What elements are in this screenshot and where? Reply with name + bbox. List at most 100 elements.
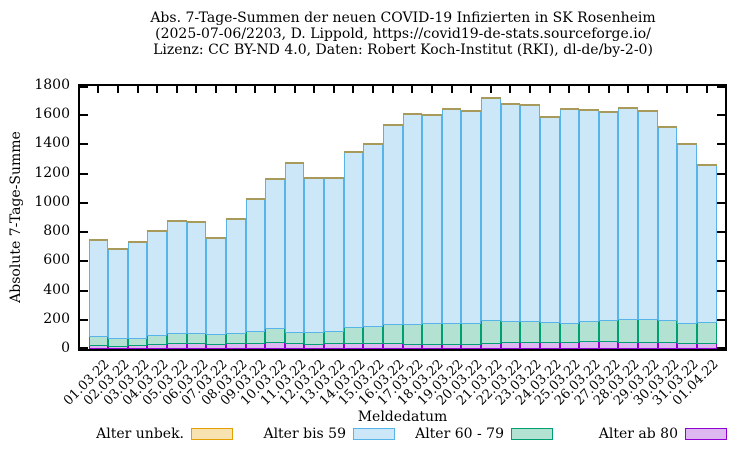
legend-label: Alter 60 - 79 — [415, 425, 504, 442]
bar-segment — [382, 323, 403, 345]
chart-title-line1: Abs. 7-Tage-Summen der neuen COVID-19 In… — [150, 10, 656, 26]
unbek-zero-top-edge — [147, 230, 167, 233]
plot-inner — [80, 86, 725, 349]
x-tick-mark — [470, 86, 473, 93]
y-tick-mark — [80, 172, 88, 175]
unbek-zero-top-edge — [441, 108, 462, 111]
y-tick-mark — [717, 260, 725, 263]
y-tick-mark — [717, 86, 725, 88]
y-tick-mark — [80, 289, 88, 292]
x-tick-mark — [116, 86, 119, 93]
bar-segment — [304, 331, 324, 345]
unbek-zero-top-edge — [88, 239, 109, 242]
stacked-bar — [657, 86, 678, 349]
y-tick-label: 1400 — [34, 135, 70, 152]
unbek-zero-top-edge — [598, 111, 619, 114]
bar-segment — [382, 124, 403, 325]
bar-segment — [343, 151, 364, 329]
bar-segment — [481, 319, 501, 344]
y-tick-mark — [717, 318, 725, 321]
x-tick-mark — [450, 86, 453, 93]
unbek-zero-top-edge — [108, 247, 128, 250]
y-tick-label: 1600 — [34, 106, 70, 123]
plot-area — [78, 84, 727, 351]
stacked-bar — [618, 86, 638, 349]
unbek-zero-top-edge — [402, 112, 423, 115]
bar-segment — [461, 110, 481, 324]
unbek-zero-top-edge — [677, 143, 697, 146]
bar-segment — [167, 221, 187, 334]
x-tick-mark — [646, 86, 649, 93]
unbek-zero-top-edge — [520, 104, 540, 106]
unbek-zero-top-edge — [422, 114, 442, 117]
x-tick-mark — [136, 86, 139, 93]
unbek-zero-top-edge — [324, 177, 344, 180]
y-tick-label: 0 — [61, 340, 70, 356]
bar-segment — [402, 323, 423, 346]
stacked-bar — [206, 86, 226, 349]
bar-segment — [696, 164, 717, 323]
unbek-zero-top-edge — [284, 162, 305, 165]
stacked-bar — [422, 86, 442, 349]
y-tick-label: 200 — [43, 310, 70, 327]
unbek-zero-top-edge — [461, 109, 481, 112]
x-tick-mark — [372, 86, 375, 93]
bar-segment — [657, 319, 678, 344]
bar-segment — [696, 321, 717, 344]
x-tick-mark — [313, 86, 316, 93]
bar-segment — [147, 231, 167, 336]
unbek-zero-top-edge — [500, 102, 521, 105]
stacked-bar — [696, 86, 717, 349]
unbek-zero-top-edge — [579, 109, 599, 112]
bar-segment — [618, 318, 638, 343]
stacked-bar — [363, 86, 383, 349]
stacked-bar — [441, 86, 462, 349]
bar-segment — [363, 144, 383, 328]
x-tick-mark — [293, 86, 296, 93]
y-tick-mark — [80, 86, 88, 88]
y-tick-mark — [80, 318, 88, 321]
x-tick-mark — [352, 86, 355, 93]
bar-segment — [441, 322, 462, 345]
chart-title-line2: (2025-07-06/2203, D. Lippold, https://co… — [155, 26, 651, 42]
stacked-bar — [265, 86, 285, 349]
bar-segment — [324, 178, 344, 332]
stacked-bar — [147, 86, 167, 349]
x-tick-mark — [156, 86, 159, 93]
stacked-bar — [108, 86, 128, 349]
bar-segment — [206, 237, 226, 336]
unbek-zero-top-edge — [618, 106, 638, 109]
y-tick-mark — [80, 347, 88, 349]
stacked-bar — [500, 86, 521, 349]
y-tick-mark — [717, 231, 725, 234]
bar-segment — [677, 322, 697, 344]
legend-swatch — [353, 427, 395, 440]
x-tick-mark — [627, 86, 630, 93]
unbek-zero-top-edge — [245, 197, 266, 200]
unbek-zero-top-edge — [127, 241, 148, 244]
bar-segment — [225, 332, 246, 345]
bar-segment — [559, 108, 580, 325]
y-tick-label: 400 — [43, 281, 70, 298]
unbek-zero-top-edge — [343, 150, 364, 153]
legend-label: Alter bis 59 — [263, 425, 346, 442]
y-tick-label: 1800 — [34, 77, 70, 93]
bar-segment — [324, 330, 344, 345]
unbek-zero-top-edge — [382, 123, 403, 126]
unbek-zero-top-edge — [657, 125, 678, 128]
unbek-zero-top-edge — [265, 177, 285, 180]
bar-segment — [657, 126, 678, 322]
y-tick-mark — [717, 114, 725, 117]
unbek-zero-top-edge — [481, 96, 501, 99]
unbek-zero-top-edge — [167, 220, 187, 223]
stacked-bar — [245, 86, 266, 349]
x-tick-mark — [97, 86, 100, 93]
y-tick-mark — [717, 289, 725, 292]
bar-segment — [520, 105, 540, 323]
y-tick-mark — [80, 231, 88, 234]
stacked-bar — [382, 86, 403, 349]
bar-segment — [402, 113, 423, 325]
stacked-bar — [88, 86, 109, 349]
x-tick-mark — [686, 86, 689, 93]
stacked-bar — [559, 86, 580, 349]
